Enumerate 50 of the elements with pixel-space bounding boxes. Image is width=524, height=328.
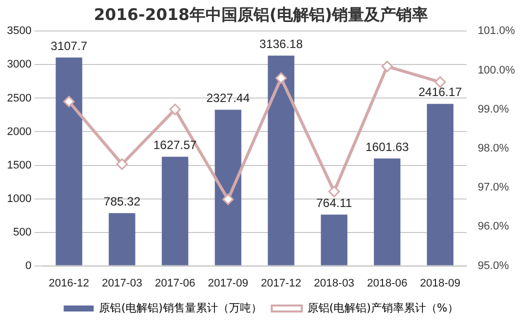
bar bbox=[268, 56, 294, 266]
bar bbox=[374, 158, 400, 266]
point bbox=[381, 60, 393, 72]
x-tick-label: 2017-06 bbox=[154, 277, 196, 290]
point bbox=[63, 96, 75, 108]
y-tick-label: 0 bbox=[25, 260, 32, 272]
chart-title: 2016-2018年中国原铝(电解铝)销量及产销率 bbox=[94, 4, 428, 24]
legend-label: 原铝(电解铝)销售量累计（万吨） bbox=[99, 301, 262, 314]
bar bbox=[56, 57, 82, 266]
x-tick-label: 2016-12 bbox=[48, 277, 90, 290]
y-tick-label: 3000 bbox=[6, 58, 32, 71]
y2-tick-label: 97.0% bbox=[478, 182, 510, 194]
x-tick-label: 2018-06 bbox=[366, 277, 408, 290]
y2-tick-label: 96.0% bbox=[478, 220, 510, 233]
data-label: 1627.57 bbox=[153, 138, 198, 152]
y2-tick-label: 100.0% bbox=[478, 64, 516, 76]
y2-tick-label: 101.0% bbox=[478, 25, 516, 38]
x-tick-label: 2017-03 bbox=[102, 277, 142, 290]
x-tick-label: 2018-09 bbox=[420, 277, 460, 290]
y-tick-label: 2500 bbox=[6, 92, 32, 104]
data-label: 785.32 bbox=[104, 194, 141, 208]
point bbox=[328, 186, 340, 198]
bar bbox=[320, 214, 348, 266]
point bbox=[222, 194, 234, 206]
data-label: 1601.63 bbox=[365, 140, 410, 154]
y-tick-label: 3500 bbox=[6, 25, 32, 38]
point bbox=[116, 158, 128, 170]
x-tick-label: 2017-09 bbox=[208, 277, 248, 290]
y-tick-label: 1000 bbox=[6, 192, 32, 205]
bar bbox=[108, 213, 136, 266]
bar bbox=[162, 156, 188, 266]
bar bbox=[214, 110, 242, 266]
y2-tick-label: 99.0% bbox=[478, 103, 510, 116]
data-label: 764.11 bbox=[316, 196, 352, 210]
data-label: 2416.17 bbox=[418, 85, 462, 100]
y-tick-label: 2000 bbox=[6, 126, 32, 138]
data-label: 3136.18 bbox=[259, 36, 304, 51]
data-label: 3107.7 bbox=[50, 38, 88, 53]
x-tick-label: 2017-12 bbox=[260, 277, 302, 290]
point bbox=[434, 76, 446, 88]
legend-label: 原铝(电解铝)产销率累计（%） bbox=[307, 301, 458, 314]
data-label: 2327.44 bbox=[206, 91, 250, 106]
x-tick-label: 2018-03 bbox=[314, 277, 354, 290]
bar bbox=[426, 104, 454, 266]
y-tick-label: 1500 bbox=[6, 159, 32, 172]
y2-tick-label: 95.0% bbox=[478, 260, 510, 272]
y2-tick-label: 98.0% bbox=[478, 142, 510, 155]
y-tick-label: 500 bbox=[13, 226, 32, 238]
point bbox=[275, 72, 287, 84]
point bbox=[169, 104, 181, 116]
